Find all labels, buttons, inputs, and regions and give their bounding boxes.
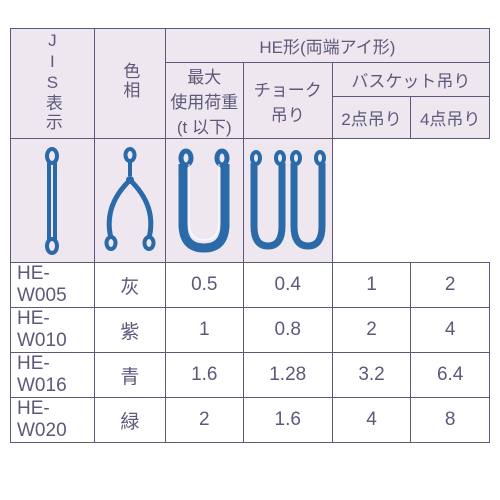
- icon-basket2-cell: [165, 139, 243, 263]
- hdr-4pt-text: 4点吊り: [420, 110, 480, 129]
- choker-sling-icon: [95, 146, 165, 256]
- hdr-choke-l2: 吊り: [244, 101, 332, 126]
- table-row: HE-W010紫10.824: [11, 308, 490, 353]
- hdr-choke-l1: チョーク: [244, 76, 332, 101]
- hdr-color: 色相: [94, 29, 165, 139]
- hdr-max-load: 最大 使用荷重 (t 以下): [165, 63, 243, 139]
- cell-max: 0.5: [165, 263, 243, 308]
- cell-color: 紫: [94, 308, 165, 353]
- table-row: HE-W016青1.61.283.26.4: [11, 353, 490, 398]
- hdr-4pt: 4点吊り: [411, 97, 490, 139]
- cell-max: 1: [165, 308, 243, 353]
- hdr-max-l3: (t 以下): [166, 113, 243, 138]
- hdr-he-type-text: HE形(両端アイ形): [259, 38, 395, 57]
- cell-b4: 8: [411, 398, 490, 443]
- cell-max: 1.6: [165, 353, 243, 398]
- cell-b2: 1: [332, 263, 411, 308]
- hdr-color-text: 色相: [117, 62, 142, 100]
- cell-choke: 0.8: [243, 308, 332, 353]
- cell-b2: 3.2: [332, 353, 411, 398]
- spec-table: JIS表示 色相 HE形(両端アイ形) 最大 使用荷重 (t 以下) チョーク …: [10, 28, 490, 443]
- cell-code: HE-W016: [11, 353, 95, 398]
- cell-b2: 2: [332, 308, 411, 353]
- cell-color: 青: [94, 353, 165, 398]
- icon-straight-cell: [11, 139, 95, 263]
- hdr-choke: チョーク 吊り: [243, 63, 332, 139]
- basket-4pt-icon: [244, 146, 332, 256]
- table-row: HE-W005灰0.50.412: [11, 263, 490, 308]
- hdr-max-l2: 使用荷重: [166, 88, 243, 113]
- cell-code: HE-W005: [11, 263, 95, 308]
- cell-choke: 1.28: [243, 353, 332, 398]
- hdr-basket: バスケット吊り: [332, 63, 489, 97]
- hdr-jis-text: JIS表示: [40, 31, 65, 132]
- icon-basket4-cell: [243, 139, 332, 263]
- hdr-2pt: 2点吊り: [332, 97, 411, 139]
- cell-b4: 2: [411, 263, 490, 308]
- cell-code: HE-W020: [11, 398, 95, 443]
- hdr-2pt-text: 2点吊り: [341, 110, 401, 129]
- hdr-max-l1: 最大: [166, 63, 243, 88]
- cell-max: 2: [165, 398, 243, 443]
- cell-choke: 1.6: [243, 398, 332, 443]
- hdr-he-type: HE形(両端アイ形): [165, 29, 489, 63]
- cell-choke: 0.4: [243, 263, 332, 308]
- basket-2pt-icon: [169, 146, 239, 256]
- cell-color: 緑: [94, 398, 165, 443]
- cell-code: HE-W010: [11, 308, 95, 353]
- hdr-basket-text: バスケット吊り: [351, 72, 470, 91]
- icon-choke-cell: [94, 139, 165, 263]
- cell-b2: 4: [332, 398, 411, 443]
- cell-color: 灰: [94, 263, 165, 308]
- cell-b4: 4: [411, 308, 490, 353]
- straight-sling-icon: [32, 146, 72, 256]
- table-row: HE-W020緑21.648: [11, 398, 490, 443]
- cell-b4: 6.4: [411, 353, 490, 398]
- hdr-jis: JIS表示: [11, 29, 95, 139]
